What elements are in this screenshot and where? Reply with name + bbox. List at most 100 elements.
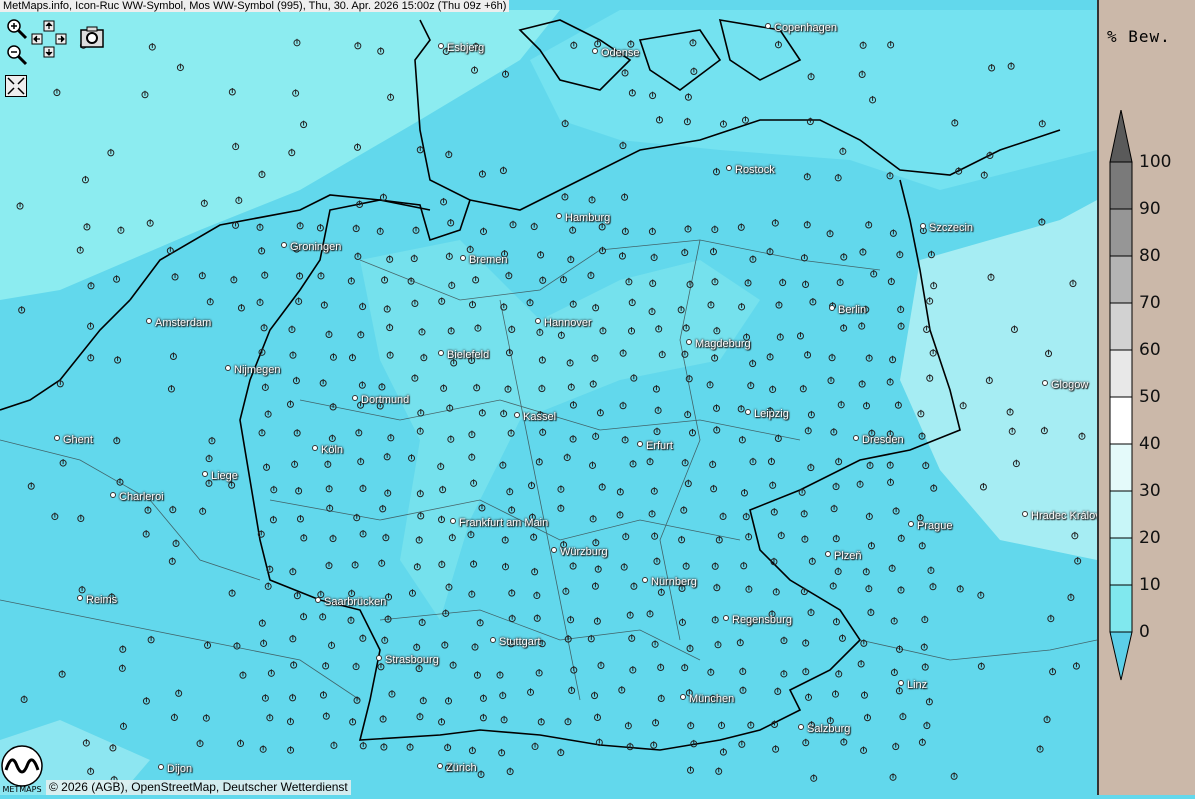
weather-symbol-icon (386, 351, 394, 359)
weather-symbol-icon (527, 688, 535, 696)
weather-symbol-icon (805, 693, 813, 701)
weather-symbol-icon (322, 712, 330, 720)
weather-symbol-icon (535, 669, 543, 677)
weather-symbol-icon (596, 408, 604, 417)
city-dot-icon (920, 223, 926, 229)
weather-symbol-icon (598, 222, 606, 231)
weather-symbol-icon (286, 717, 294, 726)
weather-symbol-icon (508, 614, 516, 623)
weather-symbol-icon (926, 297, 934, 305)
zoom-in-icon (7, 19, 28, 40)
weather-symbol-icon (925, 697, 933, 706)
weather-symbol-icon (288, 325, 296, 334)
city-label: Reims (77, 594, 117, 607)
legend-swatch (1109, 537, 1133, 586)
weather-symbol-icon (595, 738, 603, 746)
weather-symbol-icon (652, 385, 660, 393)
weather-symbol-icon (472, 276, 480, 284)
city-dot-icon (853, 435, 859, 441)
weather-symbol-icon (563, 453, 571, 462)
weather-symbol-icon (167, 385, 175, 393)
zoom-out-button[interactable] (6, 44, 28, 71)
city-name: Groningen (290, 241, 342, 253)
city-label: Ghent (54, 434, 93, 447)
weather-symbol-icon (780, 669, 788, 678)
weather-symbol-icon (648, 509, 656, 518)
weather-symbol-icon (442, 609, 450, 617)
legend-label: 40 (1139, 434, 1161, 454)
city-dot-icon (825, 551, 831, 557)
city-name: Rostock (735, 164, 775, 176)
weather-symbol-icon (526, 298, 534, 307)
city-dot-icon (110, 492, 116, 498)
weather-symbol-icon (767, 457, 775, 466)
city-name: Leipzig (754, 408, 789, 420)
weather-symbol-icon (233, 642, 241, 650)
weather-symbol-icon (536, 328, 544, 336)
weather-map[interactable]: Esbjerg Odense Copenhagen Rostock Hamburg Szc… (0, 0, 1097, 795)
weather-symbol-icon (450, 358, 458, 367)
weather-symbol-icon (269, 515, 277, 524)
weather-symbol-icon (858, 380, 866, 388)
weather-symbol-icon (446, 404, 454, 412)
weather-symbol-icon (292, 376, 300, 385)
city-dot-icon (829, 305, 835, 311)
weather-symbol-icon (508, 506, 516, 514)
city-name: Berlin (838, 304, 867, 316)
weather-symbol-icon (478, 408, 486, 417)
weather-symbol-icon (1045, 349, 1053, 358)
weather-symbol-icon (353, 513, 361, 522)
weather-symbol-icon (325, 330, 333, 339)
weather-symbol-icon (168, 557, 176, 565)
weather-symbol-icon (329, 353, 337, 361)
weather-symbol-icon (170, 713, 178, 722)
city-dot-icon (438, 43, 444, 49)
city-name: Hradec Králové (1031, 510, 1097, 522)
weather-symbol-icon (950, 772, 958, 780)
weather-symbol-icon (478, 504, 486, 512)
weather-symbol-icon (568, 686, 576, 695)
weather-symbol-icon (769, 481, 777, 489)
weather-symbol-icon (680, 506, 688, 514)
weather-symbol-icon (711, 562, 719, 570)
weather-symbol-icon (651, 532, 659, 540)
city-dot-icon (514, 412, 520, 418)
weather-symbol-icon (108, 593, 116, 601)
weather-symbol-icon (592, 432, 600, 440)
weather-symbol-icon (713, 326, 721, 335)
city-label: München (680, 693, 734, 706)
city-dot-icon (908, 521, 914, 527)
fullscreen-button[interactable] (5, 75, 27, 102)
weather-symbol-icon (803, 172, 811, 181)
weather-symbol-icon (742, 512, 750, 521)
weather-symbol-icon (56, 379, 64, 388)
pan-control[interactable] (31, 20, 67, 63)
legend-swatch (1109, 443, 1133, 492)
lighter-band (360, 240, 760, 620)
weather-symbol-icon (1047, 614, 1055, 623)
weather-symbol-icon (467, 530, 475, 539)
weather-symbol-icon (690, 739, 698, 748)
legend-swatch (1109, 396, 1133, 445)
weather-symbol-icon (407, 277, 415, 285)
weather-symbol-icon (648, 227, 656, 236)
weather-symbol-icon (468, 356, 476, 365)
weather-symbol-icon (379, 715, 387, 723)
zoom-in-button[interactable] (6, 18, 28, 45)
weather-symbol-icon (599, 326, 607, 335)
weather-symbol-icon (557, 485, 565, 493)
city-label: Würzburg (551, 546, 608, 559)
weather-symbol-icon (804, 350, 812, 359)
city-dot-icon (1042, 380, 1048, 386)
weather-symbol-icon (87, 767, 95, 775)
weather-symbol-icon (83, 223, 91, 231)
weather-symbol-icon (509, 220, 517, 229)
weather-symbol-icon (347, 277, 355, 285)
svg-text:METMAPS: METMAPS (2, 785, 41, 794)
weather-symbol-icon (646, 457, 654, 466)
city-label: Magdeburg (686, 338, 751, 351)
weather-symbol-icon (293, 245, 301, 253)
weather-symbol-icon (411, 299, 419, 308)
screenshot-button[interactable] (80, 26, 104, 53)
weather-symbol-icon (892, 507, 900, 515)
